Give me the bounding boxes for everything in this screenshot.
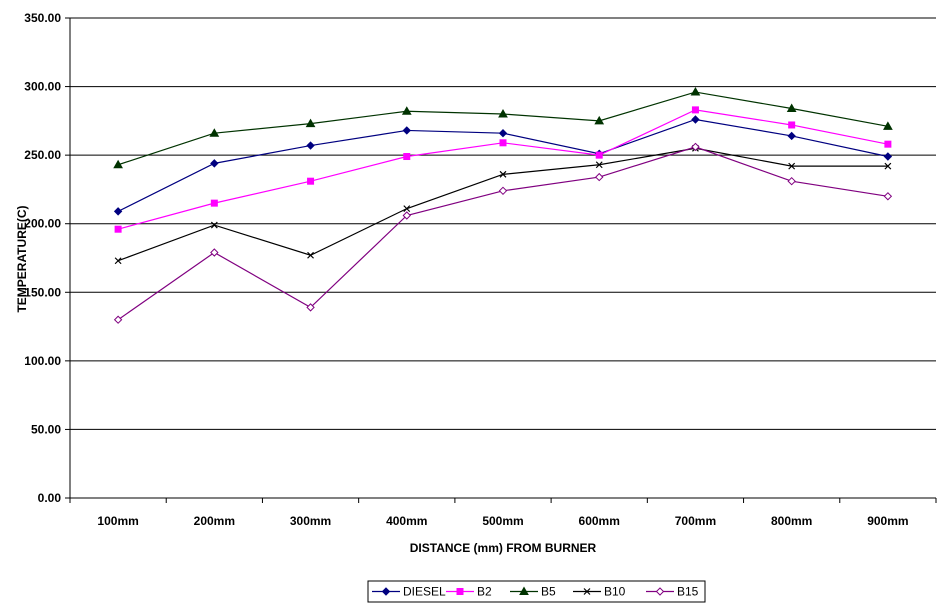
x-tick-label: 500mm (482, 514, 523, 528)
y-axis-label: TEMPERATURE(C) (15, 205, 29, 312)
data-point-b5 (113, 159, 123, 169)
data-point-b10 (595, 161, 603, 169)
legend-marker-b15 (655, 587, 665, 596)
legend-marker-diesel (381, 587, 391, 596)
legend-marker-b10 (583, 588, 591, 595)
data-point-diesel (691, 115, 700, 124)
y-tick-label: 250.00 (24, 148, 61, 162)
y-tick-label: 0.00 (38, 491, 62, 505)
series-diesel (113, 115, 893, 216)
y-axis-ticks: 0.00 50.00 100.00 150.00 200.00 250.00 300.00 3… (24, 11, 70, 505)
series-group (113, 87, 893, 324)
legend-item-b5: B5 (510, 585, 556, 599)
data-point-b5 (883, 121, 893, 130)
data-point-b2 (691, 106, 699, 114)
x-tick-label: 800mm (771, 514, 812, 528)
legend: DIESEL B2 B5 B10 B15 (367, 580, 706, 603)
series-b5 (113, 87, 893, 169)
legend-label-b10: B10 (604, 585, 626, 599)
series-b2 (114, 106, 892, 233)
data-point-b15 (498, 186, 508, 196)
data-point-b5 (498, 108, 508, 118)
legend-item-b2: B2 (446, 585, 492, 599)
data-point-b10 (788, 162, 796, 170)
x-axis-ticks: 100mm 200mm 300mm 400mm 500mm 600mm 700mm 800mm… (69, 498, 937, 528)
data-point-b5 (209, 128, 220, 137)
data-point-diesel (402, 126, 411, 135)
data-point-b5 (305, 118, 316, 128)
y-tick-label: 350.00 (24, 11, 61, 25)
y-tick-label: 150.00 (24, 285, 61, 299)
legend-item-b10: B10 (573, 585, 626, 599)
data-point-b2 (884, 140, 892, 148)
data-point-diesel (498, 128, 508, 138)
data-point-b2 (403, 153, 411, 161)
data-point-diesel (306, 141, 315, 150)
data-point-b10 (884, 162, 892, 170)
x-axis-label: DISTANCE (mm) FROM BURNER (410, 541, 597, 555)
data-point-b2 (307, 177, 315, 185)
legend-item-b15: B15 (646, 585, 699, 599)
data-point-diesel (210, 159, 219, 168)
legend-marker-b5 (519, 586, 529, 595)
x-tick-label: 200mm (194, 514, 235, 528)
legend-item-diesel: DIESEL (372, 585, 446, 599)
x-tick-label: 100mm (97, 514, 138, 528)
y-tick-label: 100.00 (24, 354, 61, 368)
legend-label-b5: B5 (541, 585, 556, 599)
data-point-b15 (306, 303, 315, 312)
gridlines (69, 17, 936, 499)
x-tick-label: 900mm (867, 514, 908, 528)
x-tick-label: 400mm (386, 514, 427, 528)
y-tick-label: 50.00 (31, 422, 61, 436)
data-point-b10 (403, 205, 411, 213)
data-point-b10 (114, 257, 122, 265)
data-point-b10 (499, 170, 507, 178)
data-point-b15 (883, 192, 893, 201)
data-point-b2 (210, 199, 218, 207)
data-point-b2 (595, 151, 603, 159)
x-tick-label: 700mm (675, 514, 716, 528)
x-tick-label: 300mm (290, 514, 331, 528)
data-point-b5 (594, 115, 605, 125)
series-line-b10 (117, 147, 888, 262)
data-point-b2 (499, 139, 507, 147)
series-b15 (113, 142, 893, 324)
data-point-b2 (788, 121, 796, 129)
series-line-b2 (117, 109, 889, 230)
legend-label-b15: B15 (677, 585, 699, 599)
y-tick-label: 200.00 (24, 217, 61, 231)
series-b10 (114, 144, 892, 265)
series-line-b5 (117, 91, 888, 166)
data-point-b15 (595, 172, 604, 182)
data-point-diesel (883, 152, 893, 161)
data-point-b10 (307, 251, 314, 259)
data-point-b15 (210, 248, 219, 257)
data-point-b5 (690, 87, 701, 96)
data-point-b15 (691, 142, 700, 152)
legend-marker-b2 (456, 588, 464, 595)
data-point-diesel (113, 207, 123, 216)
data-point-b5 (401, 106, 412, 115)
y-tick-label: 300.00 (24, 80, 61, 94)
data-point-b15 (113, 315, 123, 324)
legend-label-b2: B2 (477, 585, 492, 599)
legend-label-diesel: DIESEL (403, 585, 446, 599)
data-point-b10 (210, 221, 218, 229)
data-point-b2 (114, 225, 122, 233)
data-point-diesel (787, 131, 796, 141)
data-point-b15 (402, 211, 411, 220)
data-point-b15 (787, 176, 796, 186)
x-tick-label: 600mm (579, 514, 620, 528)
data-point-b5 (786, 103, 797, 113)
series-line-b15 (117, 146, 888, 321)
